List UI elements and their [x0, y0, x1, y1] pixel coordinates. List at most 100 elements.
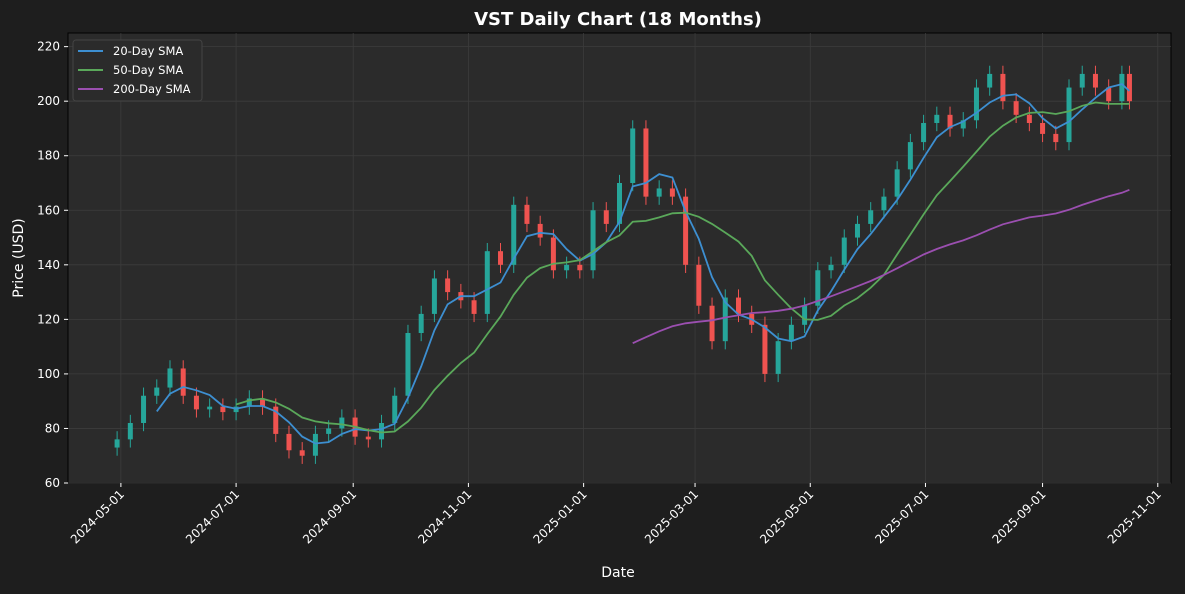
candle-body [418, 313, 424, 333]
y-tick-label: 60 [45, 476, 60, 490]
candle-body [907, 142, 913, 170]
x-tick-label: 2025-05-01 [757, 487, 816, 546]
candle-body [1000, 73, 1006, 102]
candle-body [246, 398, 252, 407]
candle-body [762, 324, 768, 374]
candle-body [498, 251, 504, 265]
chart-title: VST Daily Chart (18 Months) [474, 9, 762, 30]
candle-body [339, 417, 345, 429]
candle-body [141, 395, 147, 423]
candle-body [947, 114, 953, 129]
candle-body [577, 264, 583, 271]
candle-body [735, 297, 741, 314]
y-tick-label: 220 [37, 40, 60, 54]
x-tick-label: 2025-09-01 [989, 487, 1048, 546]
candle-body [722, 297, 728, 342]
legend-label-sma200: 200-Day SMA [113, 82, 191, 96]
candle-body [564, 264, 570, 271]
candlesticks [114, 65, 1132, 464]
candle-body [312, 433, 318, 456]
candle-body [1026, 114, 1032, 123]
candle-body [445, 278, 451, 293]
candle-body [987, 73, 993, 88]
x-tick-label: 2025-11-01 [1105, 487, 1164, 546]
candle-body [537, 223, 543, 238]
y-axis-label: Price (USD) [11, 218, 27, 297]
candle-body [1053, 133, 1059, 143]
candle-body [127, 423, 133, 440]
candle-body [603, 210, 609, 224]
candle-body [114, 439, 120, 448]
candle-body [934, 114, 940, 123]
candle-body [828, 264, 834, 271]
candle-body [881, 196, 887, 211]
candle-body [643, 128, 649, 197]
candle-body [1066, 87, 1072, 143]
candle-body [220, 406, 226, 413]
candle-body [154, 387, 160, 396]
candle-body [709, 305, 715, 342]
candle-body [1079, 73, 1085, 88]
candle-body [1092, 73, 1098, 88]
y-tick-label: 160 [37, 203, 60, 217]
candle-body [286, 433, 292, 451]
x-tick-label: 2025-07-01 [872, 487, 931, 546]
x-tick-label: 2024-05-01 [68, 487, 127, 546]
x-tick-label: 2024-09-01 [300, 487, 359, 546]
candle-body [788, 324, 794, 342]
candle-body [1119, 73, 1125, 102]
candle-body [484, 251, 490, 314]
candle-body [868, 210, 874, 224]
candle-body [669, 188, 675, 197]
candle-body [524, 204, 530, 224]
candle-body [854, 223, 860, 238]
candle-body [180, 368, 186, 396]
candle-body [550, 237, 556, 271]
candle-body [696, 264, 702, 306]
candle-body [656, 188, 662, 197]
legend: 20-Day SMA 50-Day SMA 200-Day SMA [72, 39, 203, 102]
x-axis-ticks: 2024-05-01 2024-07-01 2024-09-01 2024-11-01… [68, 483, 1164, 546]
candle-body [775, 341, 781, 374]
candle-body [1106, 87, 1112, 102]
candle-body [630, 128, 636, 183]
candle-body [365, 436, 371, 440]
candle-body [260, 398, 266, 407]
sma-50-day-line [235, 101, 1130, 434]
candle-body [1013, 101, 1019, 115]
candle-body [431, 278, 437, 314]
candle-body [1040, 123, 1046, 134]
candle-body [379, 423, 385, 440]
y-tick-label: 140 [37, 258, 60, 272]
candle-body [299, 450, 305, 456]
plot-area [67, 32, 1172, 484]
y-tick-label: 120 [37, 312, 60, 326]
candle-body [392, 395, 398, 423]
candle-body [193, 395, 199, 410]
candle-body [405, 333, 411, 396]
candle-body [973, 87, 979, 121]
sma-20-day-line [156, 83, 1131, 445]
sma-200-day-line [632, 188, 1130, 345]
candle-body [273, 406, 279, 434]
candle-body [590, 210, 596, 271]
legend-label-sma20: 20-Day SMA [113, 44, 183, 58]
candle-body [167, 368, 173, 388]
candle-body [683, 196, 689, 265]
candle-body [894, 169, 900, 197]
candle-body [511, 204, 517, 265]
y-tick-label: 180 [37, 149, 60, 163]
candle-body [841, 237, 847, 265]
y-axis-ticks: 60 80 100 120 140 160 180 200 220 [37, 40, 68, 490]
x-tick-label: 2024-07-01 [183, 487, 242, 546]
candle-body [471, 300, 477, 314]
x-tick-label: 2025-03-01 [642, 487, 701, 546]
candle-body [815, 270, 821, 306]
candle-body [207, 406, 213, 410]
candle-body [802, 305, 808, 325]
y-tick-label: 200 [37, 94, 60, 108]
x-tick-label: 2024-11-01 [415, 487, 474, 546]
candle-body [921, 123, 927, 143]
candle-body [960, 120, 966, 129]
